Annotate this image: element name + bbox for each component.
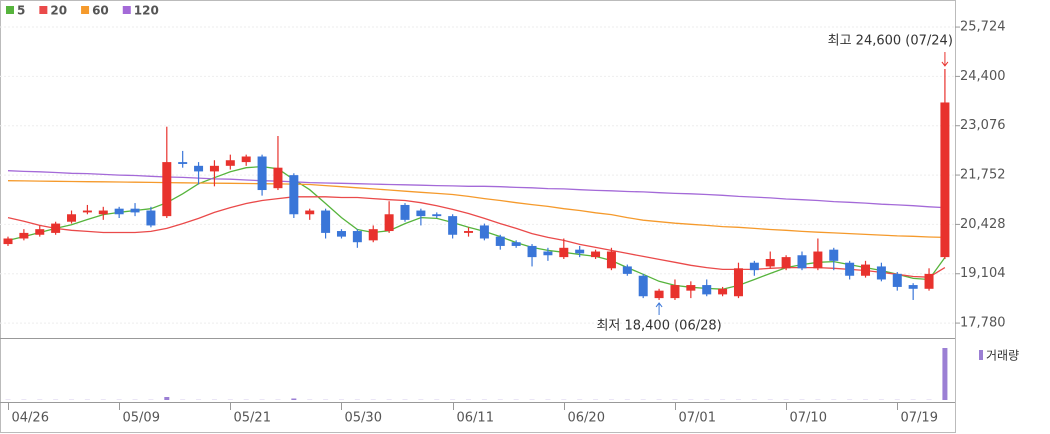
candle-body xyxy=(51,223,61,233)
candle-body xyxy=(321,210,331,233)
candle-body xyxy=(225,160,235,166)
candle-body xyxy=(130,208,140,213)
candle-body xyxy=(448,216,458,235)
candle-body xyxy=(781,257,791,269)
candle-body xyxy=(400,204,410,220)
x-tick-label: 05/09 xyxy=(123,411,160,426)
legend-swatch xyxy=(81,6,90,14)
candle-body xyxy=(3,238,13,245)
candle-body xyxy=(908,285,918,289)
candle-body xyxy=(35,229,45,235)
candle-body xyxy=(479,225,489,239)
candle-body xyxy=(19,232,29,239)
high-annotation: 최고 24,600 (07/24) xyxy=(828,34,953,49)
candle-body xyxy=(352,231,362,243)
candle-body xyxy=(765,258,775,267)
x-tick-label: 06/20 xyxy=(568,411,605,426)
candle-body xyxy=(702,285,712,295)
candle-body xyxy=(845,262,855,276)
candle-body xyxy=(146,210,156,226)
candle-body xyxy=(209,165,219,172)
candle-body xyxy=(114,208,124,215)
x-tick-label: 07/01 xyxy=(679,411,716,426)
x-tick-label: 06/11 xyxy=(457,411,494,426)
y-tick-label: 21,752 xyxy=(960,168,1006,183)
candle-body xyxy=(257,156,267,191)
candle-body xyxy=(368,229,378,241)
candle-body xyxy=(98,210,108,215)
candle-body xyxy=(924,273,934,289)
candle-body xyxy=(797,255,807,269)
x-tick-label: 05/21 xyxy=(234,411,271,426)
candle-body xyxy=(876,266,886,280)
volume-bar xyxy=(942,348,948,400)
y-tick-label: 17,780 xyxy=(960,316,1006,331)
ma-line xyxy=(7,165,946,290)
y-tick-label: 25,724 xyxy=(960,20,1006,35)
legend-swatch xyxy=(6,6,14,14)
candle-body xyxy=(638,275,648,297)
volume-bar xyxy=(164,397,170,400)
y-tick-label: 24,400 xyxy=(960,69,1006,84)
legend-swatch xyxy=(122,6,131,14)
volume-bar xyxy=(291,398,297,400)
x-tick-label: 07/19 xyxy=(901,411,938,426)
legend-swatch xyxy=(39,6,48,14)
candle-body xyxy=(273,167,283,189)
candle-body xyxy=(749,262,759,271)
volume-legend-swatch xyxy=(979,350,983,360)
candle-body xyxy=(289,175,299,215)
candle-body xyxy=(861,264,871,276)
candle-body xyxy=(591,251,601,258)
candle-body xyxy=(829,249,839,261)
legend-label: 5 xyxy=(17,4,25,18)
candle-body xyxy=(606,251,616,269)
candle-body xyxy=(940,102,950,258)
legend-label: 20 xyxy=(50,4,67,18)
y-tick-label: 19,104 xyxy=(960,266,1006,281)
candle-body xyxy=(464,231,474,233)
candle-body xyxy=(670,285,680,299)
ma-line xyxy=(7,170,945,209)
candle-body xyxy=(733,268,743,297)
candle-body xyxy=(432,214,442,217)
y-tick-label: 20,428 xyxy=(960,217,1006,232)
x-tick-label: 05/30 xyxy=(345,411,382,426)
candle-body xyxy=(194,165,204,172)
candle-body xyxy=(416,210,426,217)
candle-body xyxy=(305,210,315,215)
candle-body xyxy=(67,214,77,222)
frame xyxy=(0,0,956,433)
low-arrow xyxy=(655,302,663,315)
candle-body xyxy=(178,162,188,164)
candle-body xyxy=(543,251,553,256)
candle-body xyxy=(575,249,585,254)
candle-body xyxy=(527,245,537,258)
volume-legend: 거래량 xyxy=(986,349,1019,363)
legend-label: 120 xyxy=(134,4,159,18)
candle-body xyxy=(336,231,346,237)
candle-body xyxy=(511,242,521,246)
legend: 5 20 60 120 xyxy=(6,4,159,18)
low-annotation: 최저 18,400 (06/28) xyxy=(596,319,721,334)
candle-body xyxy=(654,290,664,299)
candle-body xyxy=(892,273,902,287)
candle-body xyxy=(559,247,569,258)
candle-body xyxy=(718,288,728,295)
candle-body xyxy=(495,236,505,246)
y-tick-label: 23,076 xyxy=(960,118,1006,133)
candle-body xyxy=(622,266,632,274)
candle-body xyxy=(162,162,172,217)
candle-body xyxy=(82,210,92,213)
candle-body xyxy=(686,285,696,291)
candle-body xyxy=(384,214,394,232)
legend-label: 60 xyxy=(92,4,109,18)
candle-body xyxy=(813,251,823,269)
candle-body xyxy=(241,156,251,163)
x-tick-label: 07/10 xyxy=(790,411,827,426)
high-arrow xyxy=(941,52,949,67)
x-tick-label: 04/26 xyxy=(12,411,49,426)
